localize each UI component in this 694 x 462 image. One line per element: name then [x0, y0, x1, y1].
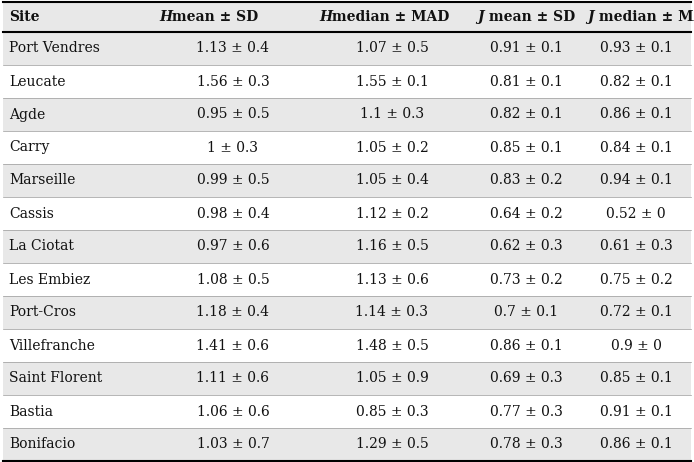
Text: J: J: [587, 10, 593, 24]
Text: 0.85 ± 0.1: 0.85 ± 0.1: [490, 140, 562, 154]
Bar: [3, 263, 691, 296]
Text: Marseille: Marseille: [9, 174, 76, 188]
Text: 0.83 ± 0.2: 0.83 ± 0.2: [490, 174, 562, 188]
Text: Les Embiez: Les Embiez: [9, 273, 90, 286]
Text: 0.84 ± 0.1: 0.84 ± 0.1: [600, 140, 672, 154]
Text: 0.91 ± 0.1: 0.91 ± 0.1: [489, 42, 562, 55]
Text: mean ± SD: mean ± SD: [167, 10, 259, 24]
Text: Leucate: Leucate: [9, 74, 65, 89]
Text: Bonifacio: Bonifacio: [9, 438, 75, 451]
Text: J: J: [477, 10, 484, 24]
Text: 0.77 ± 0.3: 0.77 ± 0.3: [489, 405, 562, 419]
Text: Agde: Agde: [9, 108, 45, 122]
Bar: [3, 296, 691, 329]
Text: 1.05 ± 0.9: 1.05 ± 0.9: [355, 371, 428, 385]
Text: mean ± SD: mean ± SD: [484, 10, 576, 24]
Text: median ± MAD: median ± MAD: [595, 10, 694, 24]
Text: 1.05 ± 0.4: 1.05 ± 0.4: [355, 174, 428, 188]
Text: 1.05 ± 0.2: 1.05 ± 0.2: [355, 140, 428, 154]
Text: 1.14 ± 0.3: 1.14 ± 0.3: [355, 305, 428, 320]
Text: 1.12 ± 0.2: 1.12 ± 0.2: [355, 207, 428, 220]
Text: 1.29 ± 0.5: 1.29 ± 0.5: [355, 438, 428, 451]
Text: 0.7 ± 0.1: 0.7 ± 0.1: [494, 305, 558, 320]
Text: Cassis: Cassis: [9, 207, 54, 220]
Text: Port-Cros: Port-Cros: [9, 305, 76, 320]
Text: 1.1 ± 0.3: 1.1 ± 0.3: [360, 108, 424, 122]
Text: H: H: [319, 10, 332, 24]
Text: 1.03 ± 0.7: 1.03 ± 0.7: [196, 438, 269, 451]
Text: La Ciotat: La Ciotat: [9, 239, 74, 254]
Text: 0.73 ± 0.2: 0.73 ± 0.2: [490, 273, 562, 286]
Text: 0.61 ± 0.3: 0.61 ± 0.3: [600, 239, 672, 254]
Text: 1.07 ± 0.5: 1.07 ± 0.5: [355, 42, 428, 55]
Text: 1.48 ± 0.5: 1.48 ± 0.5: [355, 339, 428, 353]
Text: 0.86 ± 0.1: 0.86 ± 0.1: [600, 438, 672, 451]
Text: Bastia: Bastia: [9, 405, 53, 419]
Bar: [3, 395, 691, 428]
Bar: [3, 164, 691, 197]
Text: 0.94 ± 0.1: 0.94 ± 0.1: [600, 174, 672, 188]
Text: Site: Site: [9, 10, 40, 24]
Bar: [3, 32, 691, 65]
Bar: [3, 329, 691, 362]
Bar: [3, 65, 691, 98]
Text: 0.85 ± 0.1: 0.85 ± 0.1: [600, 371, 672, 385]
Text: Port Vendres: Port Vendres: [9, 42, 100, 55]
Text: 0.9 ± 0: 0.9 ± 0: [611, 339, 661, 353]
Bar: [3, 230, 691, 263]
Text: 0.62 ± 0.3: 0.62 ± 0.3: [490, 239, 562, 254]
Bar: [3, 362, 691, 395]
Text: 1.41 ± 0.6: 1.41 ± 0.6: [196, 339, 269, 353]
Text: 0.64 ± 0.2: 0.64 ± 0.2: [490, 207, 562, 220]
Text: 0.91 ± 0.1: 0.91 ± 0.1: [600, 405, 672, 419]
Text: 0.72 ± 0.1: 0.72 ± 0.1: [600, 305, 672, 320]
Text: Villefranche: Villefranche: [9, 339, 95, 353]
Text: 0.98 ± 0.4: 0.98 ± 0.4: [196, 207, 269, 220]
Text: 1 ± 0.3: 1 ± 0.3: [208, 140, 258, 154]
Text: 1.11 ± 0.6: 1.11 ± 0.6: [196, 371, 269, 385]
Text: 1.56 ± 0.3: 1.56 ± 0.3: [196, 74, 269, 89]
Text: Carry: Carry: [9, 140, 49, 154]
Text: 0.78 ± 0.3: 0.78 ± 0.3: [490, 438, 562, 451]
Text: 0.99 ± 0.5: 0.99 ± 0.5: [196, 174, 269, 188]
Text: Saint Florent: Saint Florent: [9, 371, 102, 385]
Text: 0.97 ± 0.6: 0.97 ± 0.6: [196, 239, 269, 254]
Text: 0.69 ± 0.3: 0.69 ± 0.3: [490, 371, 562, 385]
Text: 1.16 ± 0.5: 1.16 ± 0.5: [355, 239, 428, 254]
Text: 1.13 ± 0.6: 1.13 ± 0.6: [355, 273, 428, 286]
Text: 1.55 ± 0.1: 1.55 ± 0.1: [355, 74, 428, 89]
Text: 1.08 ± 0.5: 1.08 ± 0.5: [196, 273, 269, 286]
Text: 1.06 ± 0.6: 1.06 ± 0.6: [196, 405, 269, 419]
Text: 0.85 ± 0.3: 0.85 ± 0.3: [356, 405, 428, 419]
Text: 0.52 ± 0: 0.52 ± 0: [606, 207, 666, 220]
Text: H: H: [159, 10, 172, 24]
Text: 0.81 ± 0.1: 0.81 ± 0.1: [489, 74, 562, 89]
Text: 0.82 ± 0.1: 0.82 ± 0.1: [600, 74, 672, 89]
Text: 0.95 ± 0.5: 0.95 ± 0.5: [196, 108, 269, 122]
Text: 0.82 ± 0.1: 0.82 ± 0.1: [490, 108, 562, 122]
Text: 0.86 ± 0.1: 0.86 ± 0.1: [600, 108, 672, 122]
Text: 1.18 ± 0.4: 1.18 ± 0.4: [196, 305, 269, 320]
Text: 1.13 ± 0.4: 1.13 ± 0.4: [196, 42, 269, 55]
Text: median ± MAD: median ± MAD: [328, 10, 450, 24]
Text: 0.93 ± 0.1: 0.93 ± 0.1: [600, 42, 672, 55]
Bar: [3, 428, 691, 461]
Bar: [3, 197, 691, 230]
Bar: [3, 98, 691, 131]
Bar: [3, 2, 691, 32]
Text: 0.75 ± 0.2: 0.75 ± 0.2: [600, 273, 672, 286]
Bar: [3, 131, 691, 164]
Text: 0.86 ± 0.1: 0.86 ± 0.1: [490, 339, 562, 353]
